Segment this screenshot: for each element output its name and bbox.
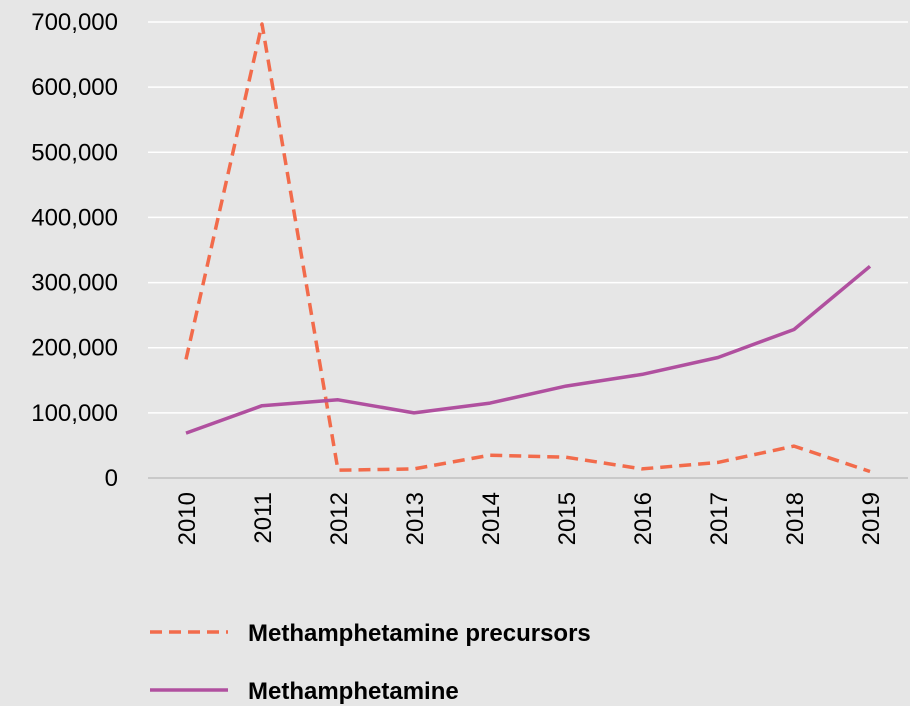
x-tick-label: 2011 bbox=[250, 492, 277, 544]
legend-label: Methamphetamine precursors bbox=[248, 620, 591, 647]
y-tick-label: 400,000 bbox=[31, 204, 118, 231]
x-tick-label: 2010 bbox=[174, 492, 201, 545]
series-line-methamphetamine bbox=[186, 266, 870, 433]
y-tick-label: 500,000 bbox=[31, 139, 118, 166]
x-tick-label: 2013 bbox=[402, 492, 429, 545]
y-tick-label: 300,000 bbox=[31, 270, 118, 297]
y-axis-ticks: 0 100,000 200,000 300,000 400,000 500,000 600,… bbox=[31, 9, 118, 492]
y-tick-label: 700,000 bbox=[31, 9, 118, 36]
legend-label: Methamphetamine bbox=[248, 678, 459, 705]
x-tick-label: 2015 bbox=[554, 492, 581, 545]
x-tick-label: 2016 bbox=[630, 492, 657, 545]
series-lines bbox=[186, 24, 870, 472]
x-axis-ticks: 2010 2011 2012 2013 2014 2015 2016 2017 2018 2019 bbox=[174, 492, 885, 545]
legend: Methamphetamine precursors Methamphetamin… bbox=[150, 620, 591, 705]
x-tick-label: 2012 bbox=[326, 492, 353, 545]
x-tick-label: 2019 bbox=[858, 492, 885, 545]
gridlines bbox=[148, 22, 908, 478]
x-tick-label: 2018 bbox=[782, 492, 809, 545]
y-tick-label: 0 bbox=[105, 465, 118, 492]
y-tick-label: 100,000 bbox=[31, 400, 118, 427]
y-tick-label: 200,000 bbox=[31, 335, 118, 362]
x-tick-label: 2014 bbox=[478, 492, 505, 545]
y-tick-label: 600,000 bbox=[31, 74, 118, 101]
x-tick-label: 2017 bbox=[706, 492, 733, 545]
